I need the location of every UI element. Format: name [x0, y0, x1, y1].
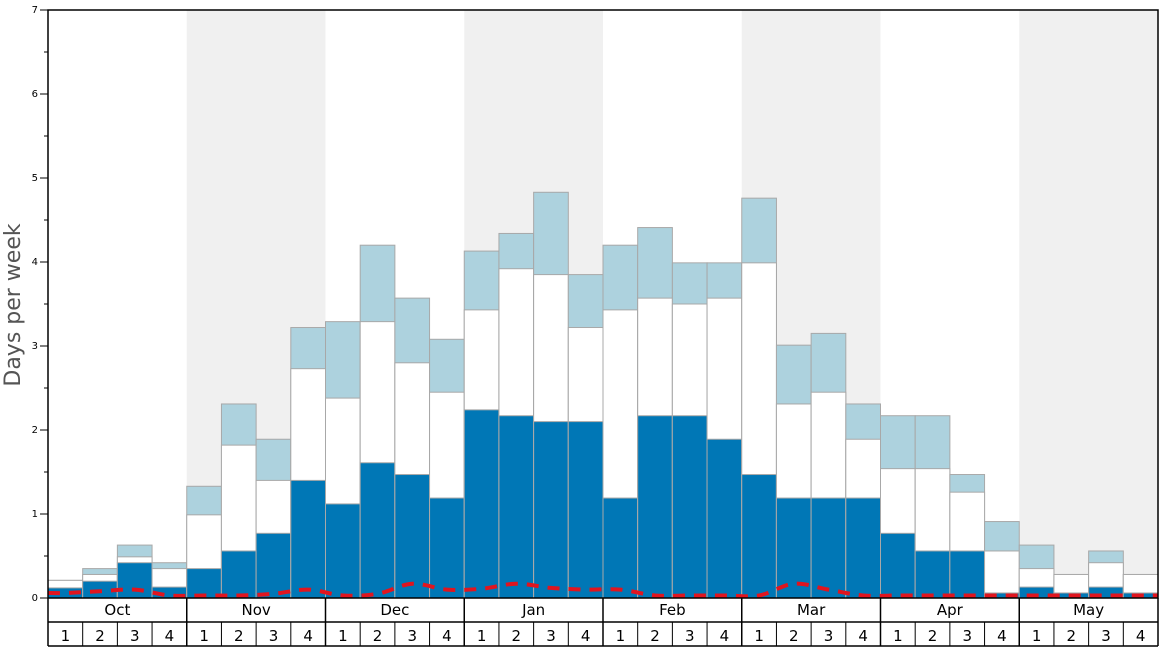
week-label: 4 — [720, 627, 730, 645]
week-label: 1 — [477, 627, 487, 645]
week-label: 2 — [512, 627, 522, 645]
week-label: 3 — [407, 627, 417, 645]
y-axis-label: Days per week — [1, 223, 26, 386]
bar-bottom-22 — [775, 497, 812, 599]
week-label: 1 — [61, 627, 71, 645]
week-label: 4 — [997, 627, 1007, 645]
week-label: 4 — [581, 627, 591, 645]
week-label: 4 — [442, 627, 452, 645]
y-tick-label: 1 — [32, 509, 38, 520]
month-label-oct: Oct — [104, 601, 130, 619]
bar-middle-28 — [984, 550, 1020, 599]
week-label: 4 — [303, 627, 313, 645]
week-label: 1 — [1032, 627, 1042, 645]
week-label: 4 — [858, 627, 868, 645]
y-tick-label: 4 — [32, 257, 38, 268]
y-tick-label: 6 — [32, 89, 38, 100]
week-label: 1 — [754, 627, 764, 645]
week-label: 3 — [1101, 627, 1111, 645]
bar-bottom-24 — [845, 497, 881, 599]
month-label-mar: Mar — [797, 601, 826, 619]
y-tick-label: 2 — [32, 425, 38, 436]
bar-bottom-11 — [394, 474, 431, 599]
bar-bottom-8 — [290, 479, 326, 599]
week-label: 3 — [130, 627, 140, 645]
month-label-jan: Jan — [521, 601, 545, 619]
week-label: 4 — [165, 627, 175, 645]
y-tick-label: 5 — [32, 173, 38, 184]
week-label: 3 — [685, 627, 695, 645]
bar-bottom-9 — [325, 503, 361, 599]
bar-bottom-13 — [463, 409, 500, 599]
bar-bottom-12 — [429, 497, 465, 599]
week-label: 3 — [824, 627, 834, 645]
bar-bottom-7 — [255, 532, 292, 599]
bar-bottom-16 — [567, 421, 604, 599]
bar-bottom-21 — [741, 474, 777, 599]
week-label: 2 — [373, 627, 383, 645]
bar-bottom-10 — [359, 462, 396, 599]
bar-bottom-25 — [880, 532, 916, 599]
month-label-dec: Dec — [380, 601, 409, 619]
month-label-nov: Nov — [241, 601, 270, 619]
week-label: 4 — [1136, 627, 1146, 645]
week-label: 2 — [95, 627, 105, 645]
y-tick-label: 0 — [32, 593, 38, 604]
bar-bottom-6 — [220, 550, 257, 599]
bar-bottom-26 — [914, 550, 951, 599]
week-label: 3 — [962, 627, 972, 645]
week-label: 3 — [546, 627, 556, 645]
bar-bottom-15 — [533, 421, 569, 599]
dashed-series-line — [47, 581, 1158, 599]
week-label: 3 — [269, 627, 279, 645]
month-label-apr: Apr — [937, 601, 964, 619]
week-label: 1 — [893, 627, 903, 645]
week-label: 1 — [199, 627, 209, 645]
week-label: 2 — [1067, 627, 1077, 645]
week-label: 2 — [234, 627, 244, 645]
bar-bottom-3 — [116, 562, 153, 599]
bar-bottom-19 — [671, 415, 708, 599]
month-label-feb: Feb — [659, 601, 686, 619]
week-label: 2 — [789, 627, 799, 645]
y-tick-label: 7 — [32, 5, 38, 16]
y-tick-label: 3 — [32, 341, 38, 352]
month-shade-may — [1019, 10, 1158, 598]
week-label: 2 — [928, 627, 938, 645]
week-label: 1 — [616, 627, 626, 645]
bar-bottom-27 — [949, 550, 986, 599]
bar-bottom-20 — [706, 438, 743, 599]
week-label: 2 — [650, 627, 660, 645]
bar-bottom-14 — [498, 415, 535, 599]
bar-bottom-23 — [810, 497, 847, 599]
bar-bottom-17 — [602, 497, 639, 599]
bar-bottom-18 — [637, 415, 673, 599]
week-label: 1 — [338, 627, 348, 645]
month-label-may: May — [1073, 601, 1104, 619]
